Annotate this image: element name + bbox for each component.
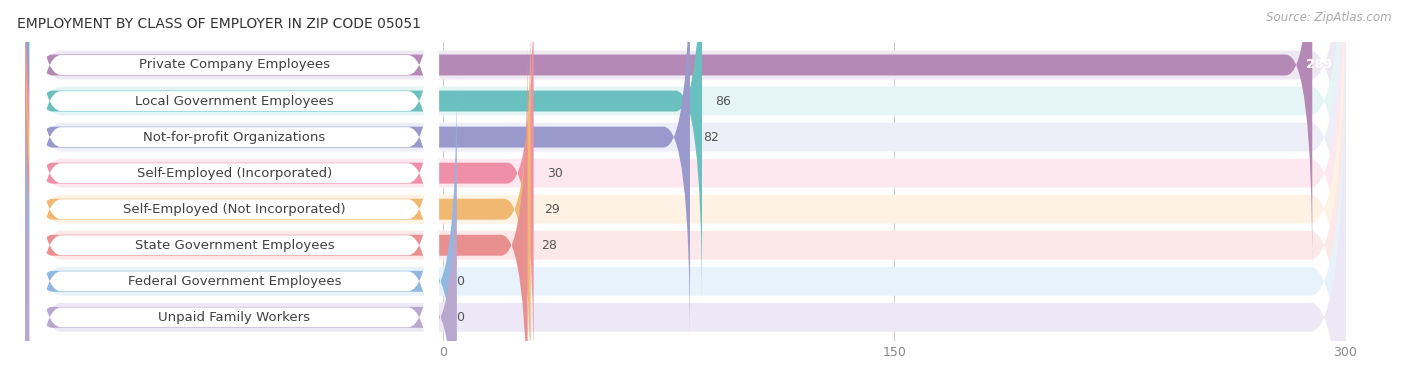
Text: 82: 82	[703, 130, 718, 144]
FancyBboxPatch shape	[25, 0, 1346, 376]
FancyBboxPatch shape	[25, 7, 1346, 376]
Text: Self-Employed (Not Incorporated): Self-Employed (Not Incorporated)	[124, 203, 346, 216]
Text: Local Government Employees: Local Government Employees	[135, 94, 333, 108]
FancyBboxPatch shape	[25, 3, 530, 376]
FancyBboxPatch shape	[25, 0, 534, 376]
FancyBboxPatch shape	[25, 0, 1346, 375]
Text: Self-Employed (Incorporated): Self-Employed (Incorporated)	[136, 167, 332, 180]
FancyBboxPatch shape	[25, 0, 1312, 271]
Text: EMPLOYMENT BY CLASS OF EMPLOYER IN ZIP CODE 05051: EMPLOYMENT BY CLASS OF EMPLOYER IN ZIP C…	[17, 17, 420, 31]
FancyBboxPatch shape	[25, 43, 1346, 376]
Text: 0: 0	[457, 275, 464, 288]
Text: State Government Employees: State Government Employees	[135, 239, 335, 252]
FancyBboxPatch shape	[30, 39, 439, 376]
FancyBboxPatch shape	[30, 0, 439, 308]
Text: 289: 289	[1306, 59, 1331, 71]
FancyBboxPatch shape	[25, 39, 527, 376]
Text: 86: 86	[716, 94, 731, 108]
FancyBboxPatch shape	[25, 76, 457, 376]
Text: Unpaid Family Workers: Unpaid Family Workers	[159, 311, 311, 324]
FancyBboxPatch shape	[30, 0, 439, 344]
FancyBboxPatch shape	[25, 0, 702, 307]
FancyBboxPatch shape	[30, 3, 439, 376]
Text: Federal Government Employees: Federal Government Employees	[128, 275, 342, 288]
Text: 29: 29	[544, 203, 560, 216]
Text: Source: ZipAtlas.com: Source: ZipAtlas.com	[1267, 11, 1392, 24]
Text: 30: 30	[547, 167, 562, 180]
FancyBboxPatch shape	[30, 75, 439, 376]
FancyBboxPatch shape	[25, 112, 457, 376]
FancyBboxPatch shape	[25, 0, 1346, 376]
FancyBboxPatch shape	[30, 0, 439, 376]
Text: 28: 28	[541, 239, 557, 252]
FancyBboxPatch shape	[25, 0, 1346, 339]
FancyBboxPatch shape	[30, 0, 439, 376]
Text: Private Company Employees: Private Company Employees	[139, 59, 330, 71]
FancyBboxPatch shape	[25, 0, 1346, 376]
Text: Not-for-profit Organizations: Not-for-profit Organizations	[143, 130, 326, 144]
FancyBboxPatch shape	[25, 0, 1346, 376]
FancyBboxPatch shape	[25, 0, 690, 343]
FancyBboxPatch shape	[30, 0, 439, 376]
Text: 0: 0	[457, 311, 464, 324]
